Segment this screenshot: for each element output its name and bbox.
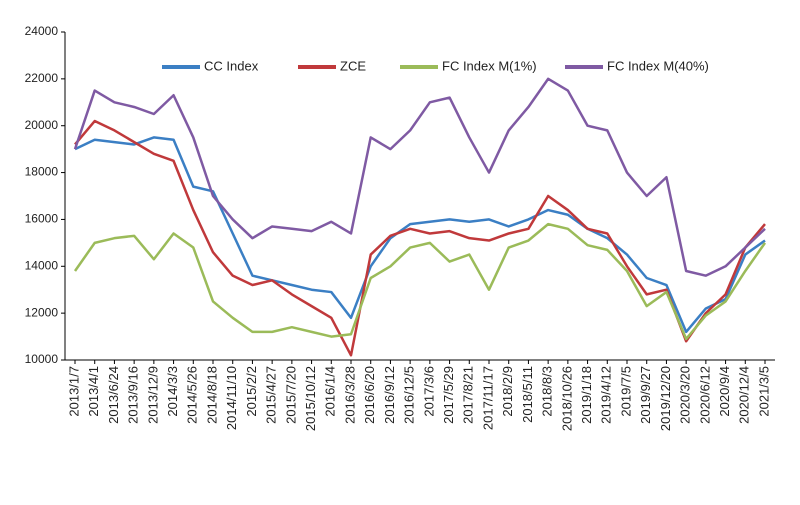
x-tick-label: 2013/9/16 [126,366,141,424]
y-tick-label: 24000 [25,24,59,38]
x-tick-label: 2016/1/4 [323,366,338,417]
y-tick-label: 12000 [25,305,59,319]
series-line [73,222,767,341]
x-tick-label: 2016/9/12 [382,366,397,424]
x-tick-label: 2015/2/2 [244,366,259,417]
x-tick-label: 2017/3/6 [421,366,436,417]
series-line [73,77,766,277]
y-tick-label: 10000 [25,352,59,366]
legend-label: CC Index [204,58,259,73]
x-tick-label: 2019/7/5 [618,366,633,417]
x-tick-label: 2018/2/9 [500,366,515,417]
x-tick-label: 2019/1/18 [579,366,594,424]
x-tick-label: 2016/3/28 [342,366,357,424]
x-tick-label: 2019/4/12 [599,366,614,424]
y-tick-label: 18000 [25,165,59,179]
x-tick-label: 2019/12/20 [658,366,673,431]
x-tick-label: 2021/3/5 [756,366,771,417]
x-tick-label: 2017/11/17 [480,366,495,430]
y-tick-label: 16000 [25,212,59,226]
x-tick-label: 2016/12/5 [402,366,417,424]
x-tick-label: 2015/4/27 [264,366,279,424]
x-tick-label: 2018/8/3 [540,366,555,417]
x-tick-label: 2020/6/12 [697,366,712,424]
x-tick-label: 2018/10/26 [559,366,574,431]
x-tick-label: 2016/6/20 [362,366,377,424]
x-tick-label: 2014/8/18 [204,366,219,424]
legend-label: ZCE [340,58,366,73]
x-tick-label: 2015/7/20 [283,366,298,424]
x-tick-label: 2020/9/4 [717,366,732,417]
legend-label: FC Index M(40%) [607,58,709,73]
x-tick-label: 2020/3/20 [678,366,693,424]
series-line [74,119,766,357]
series-line [74,136,766,334]
y-tick-label: 14000 [25,258,59,272]
x-tick-label: 2014/5/26 [185,366,200,424]
x-tick-label: 2014/11/10 [224,366,239,430]
x-tick-label: 2013/6/24 [106,366,121,424]
x-tick-label: 2013/12/9 [145,366,160,424]
x-tick-label: 2017/8/21 [461,366,476,424]
x-tick-label: 2017/5/29 [441,366,456,424]
legend-label: FC Index M(1%) [442,58,537,73]
y-tick-label: 20000 [25,118,59,132]
x-tick-label: 2014/3/3 [165,366,180,417]
x-tick-label: 2015/10/12 [303,366,318,431]
y-tick-label: 22000 [25,71,59,85]
x-tick-label: 2018/5/11 [520,366,535,423]
x-tick-label: 2013/1/7 [66,366,81,417]
x-tick-label: 2019/9/27 [638,366,653,424]
x-tick-label: 2020/12/4 [737,366,752,424]
x-tick-label: 2013/4/1 [86,366,101,417]
